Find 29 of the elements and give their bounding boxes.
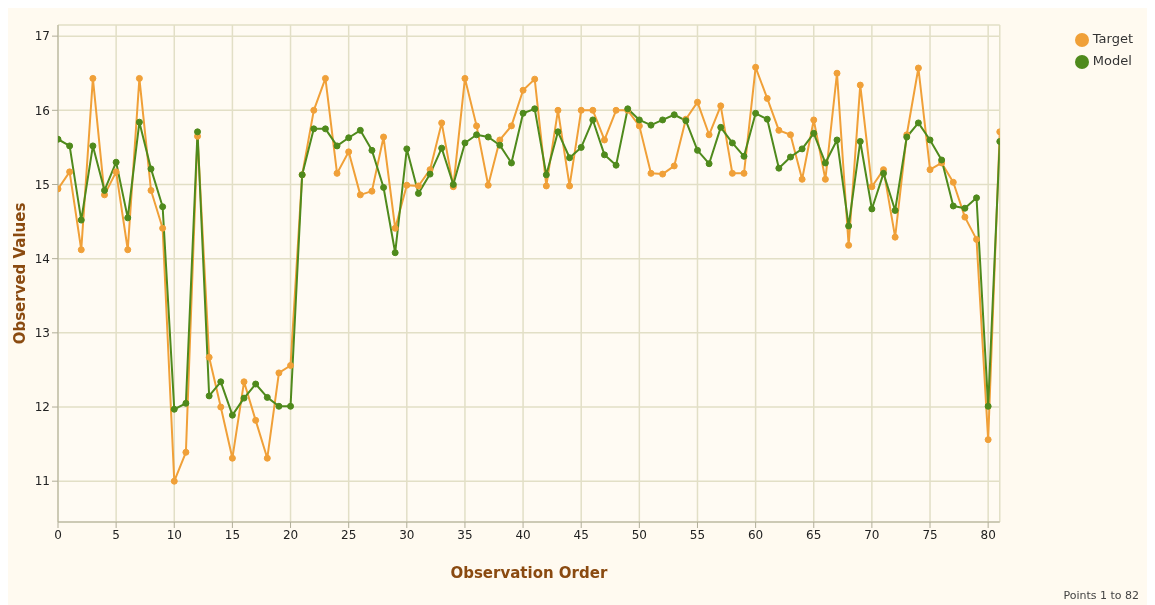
x-tick-label: 65	[806, 527, 822, 542]
legend-label: Target	[1092, 31, 1133, 46]
x-tick-label: 70	[864, 527, 880, 542]
y-tick-label: 16	[34, 103, 50, 118]
x-tick-label: 50	[631, 527, 647, 542]
x-tick-label: 5	[112, 527, 120, 542]
x-tick-label: 30	[399, 527, 415, 542]
x-tick-label: 55	[689, 527, 706, 542]
y-tick-label: 12	[34, 400, 50, 415]
x-tick-label: 15	[224, 527, 241, 542]
x-tick-label: 35	[457, 527, 473, 542]
x-tick-label: 10	[166, 527, 182, 542]
y-tick-label: 13	[34, 326, 50, 341]
text: Points 1 to 82	[1063, 589, 1139, 602]
x-tick-label: 25	[341, 527, 357, 542]
y-tick-label: 11	[34, 474, 50, 489]
y-tick-label: 14	[34, 251, 50, 266]
x-tick-label: 20	[282, 527, 299, 542]
legend-label: Model	[1092, 53, 1132, 68]
y-axis-title: Observed Values	[11, 202, 30, 345]
x-tick-label: 75	[922, 527, 938, 542]
x-tick-label: 40	[515, 527, 531, 542]
y-tick-label: 17	[34, 29, 50, 44]
x-tick-label: 45	[573, 527, 589, 542]
x-tick-label: 0	[54, 527, 62, 542]
x-axis-title: Observation Order	[450, 564, 608, 582]
x-tick-label: 60	[747, 527, 764, 542]
x-tick-label: 80	[980, 527, 996, 542]
y-tick-label: 15	[34, 177, 50, 192]
